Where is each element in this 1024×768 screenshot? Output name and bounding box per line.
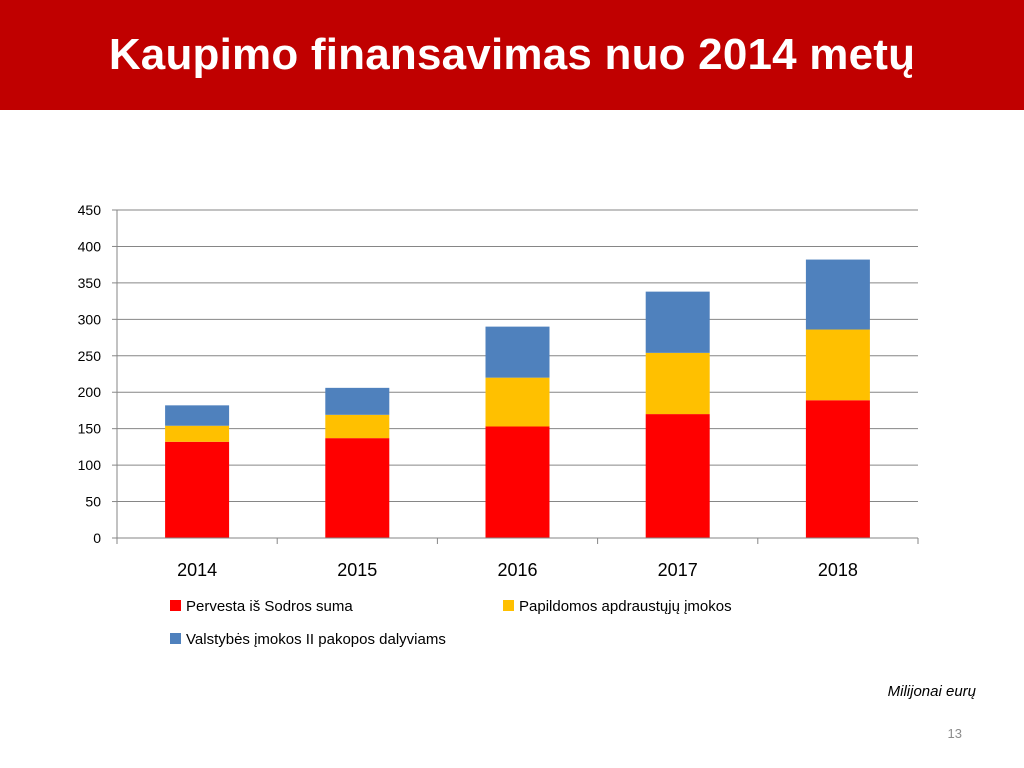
bar-segment (165, 441, 230, 538)
x-category-label: 2017 (658, 560, 698, 580)
legend-swatch (170, 600, 181, 611)
legend-swatch (170, 633, 181, 644)
legend-label: Pervesta iš Sodros suma (186, 598, 353, 615)
y-tick-label: 0 (93, 530, 101, 546)
legend-label: Papildomos apdraustųjų įmokos (519, 598, 732, 615)
bar-segment (645, 414, 710, 538)
bar-segment (165, 405, 230, 426)
y-tick-label: 350 (78, 275, 102, 291)
y-tick-label: 200 (78, 384, 102, 400)
bar-segment (325, 414, 390, 439)
bar-segment (485, 377, 550, 427)
y-tick-label: 50 (85, 494, 101, 510)
x-category-label: 2016 (497, 560, 537, 580)
bar-segment (325, 387, 390, 415)
bar-segment (805, 400, 870, 538)
y-tick-label: 450 (78, 202, 102, 218)
page-number: 13 (947, 726, 962, 741)
bar-segment (805, 259, 870, 330)
slide-title: Kaupimo finansavimas nuo 2014 metų (108, 30, 916, 79)
bar-segment (325, 438, 390, 538)
bar-segment (645, 291, 710, 353)
y-tick-label: 300 (78, 311, 102, 327)
bar-segment (165, 425, 230, 442)
y-tick-label: 150 (78, 421, 102, 437)
x-category-label: 2018 (818, 560, 858, 580)
bar-segment (805, 329, 870, 401)
legend-swatch (503, 600, 514, 611)
legend-label: Valstybės įmokos II pakopos dalyviams (186, 631, 446, 648)
bar-segment (485, 326, 550, 378)
bar-segment (645, 352, 710, 415)
x-category-label: 2014 (177, 560, 217, 580)
unit-note: Milijonai eurų (887, 683, 976, 700)
x-category-label: 2015 (337, 560, 377, 580)
y-tick-label: 250 (78, 348, 102, 364)
y-tick-label: 100 (78, 457, 102, 473)
y-tick-label: 400 (78, 238, 102, 254)
bar-segment (485, 426, 550, 538)
title-bar: Kaupimo finansavimas nuo 2014 metų (0, 0, 1024, 110)
